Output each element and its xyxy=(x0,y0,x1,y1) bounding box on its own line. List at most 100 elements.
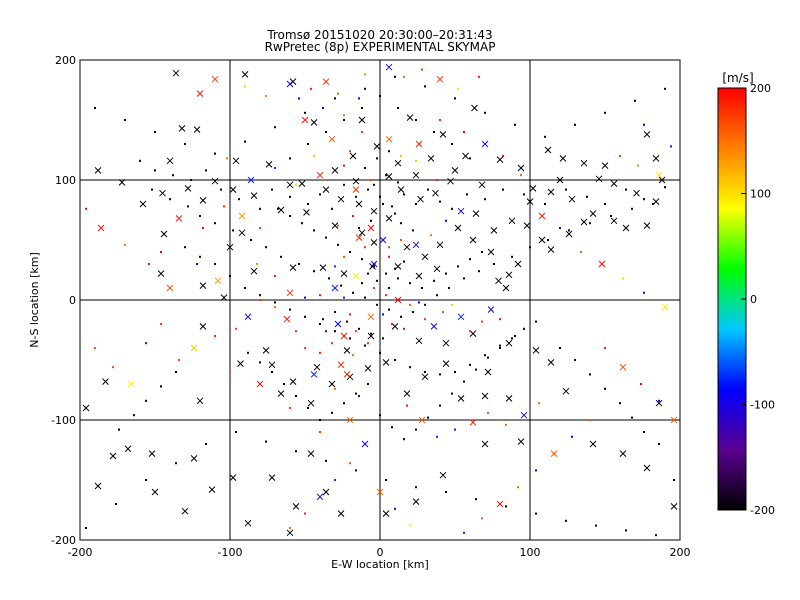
point-x xyxy=(376,488,384,496)
colorbar-tick-label: -100 xyxy=(750,399,775,412)
point-dot xyxy=(367,383,369,385)
point-x xyxy=(580,218,588,226)
chart-subtitle: RwPretec (8p) EXPERIMENTAL SKYMAP xyxy=(265,40,496,54)
point-x xyxy=(457,395,465,402)
point-x xyxy=(373,143,381,150)
point-dot xyxy=(355,195,357,198)
point-x xyxy=(412,498,420,505)
x-tick-label: 0 xyxy=(377,546,384,559)
point-dot xyxy=(343,114,345,117)
point-x xyxy=(451,167,459,174)
point-dot xyxy=(319,193,321,196)
point-dot xyxy=(670,145,672,148)
point-x xyxy=(367,313,375,321)
point-dot xyxy=(304,347,306,349)
point-x xyxy=(469,236,477,244)
point-x xyxy=(520,411,528,419)
point-x xyxy=(661,303,669,311)
point-dot xyxy=(409,303,411,306)
point-dot xyxy=(574,359,576,361)
point-x xyxy=(289,264,297,271)
point-dot xyxy=(385,174,387,177)
point-x xyxy=(268,474,276,481)
point-dot xyxy=(535,320,537,323)
point-dot xyxy=(295,395,297,397)
point-x xyxy=(658,176,666,184)
point-x xyxy=(589,210,597,217)
point-dot xyxy=(619,402,621,405)
point-dot xyxy=(388,255,390,258)
point-dot xyxy=(325,131,327,133)
x-axis-label: E-W location [km] xyxy=(331,558,429,571)
point-dot xyxy=(652,203,654,205)
point-dot xyxy=(367,272,369,275)
point-x xyxy=(226,243,234,251)
point-x xyxy=(517,164,525,172)
point-dot xyxy=(619,155,621,157)
point-x xyxy=(370,260,378,268)
point-x xyxy=(547,359,555,366)
point-x xyxy=(211,177,219,185)
point-x xyxy=(478,181,486,189)
point-dot xyxy=(394,507,396,510)
point-dot xyxy=(388,246,390,249)
point-dot xyxy=(313,270,315,273)
colorbar-tick-label: 100 xyxy=(750,188,771,201)
point-x xyxy=(127,380,135,388)
point-dot xyxy=(115,503,117,505)
point-x xyxy=(331,167,339,174)
point-x xyxy=(265,161,273,168)
point-dot xyxy=(463,277,465,280)
point-dot xyxy=(664,87,666,90)
point-x xyxy=(172,69,180,77)
point-dot xyxy=(364,296,366,299)
point-x xyxy=(655,171,663,179)
point-x xyxy=(415,140,423,148)
point-x xyxy=(526,198,534,205)
point-dot xyxy=(289,308,291,311)
point-dot xyxy=(205,169,207,172)
point-dot xyxy=(289,157,291,160)
series-1 xyxy=(85,75,675,537)
point-x xyxy=(124,445,132,453)
point-x xyxy=(544,146,552,154)
point-dot xyxy=(256,263,258,265)
point-dot xyxy=(325,330,327,333)
point-dot xyxy=(385,272,387,275)
point-dot xyxy=(346,320,348,323)
point-x xyxy=(220,294,228,301)
point-x xyxy=(355,200,363,208)
point-x xyxy=(421,253,429,261)
point-dot xyxy=(319,323,321,325)
point-x xyxy=(538,236,546,244)
point-dot xyxy=(409,366,411,369)
point-x xyxy=(442,339,450,347)
point-x xyxy=(346,416,354,424)
point-x xyxy=(340,270,348,277)
point-x xyxy=(610,217,618,225)
point-dot xyxy=(295,450,297,453)
x-tick-label: 100 xyxy=(520,546,541,559)
y-tick-label: -100 xyxy=(51,414,76,427)
point-x xyxy=(601,162,609,169)
point-x xyxy=(316,493,324,501)
point-dot xyxy=(502,155,504,157)
point-x xyxy=(454,224,462,232)
point-dot xyxy=(319,294,321,297)
point-x xyxy=(379,236,387,244)
point-x xyxy=(160,230,168,238)
point-dot xyxy=(643,123,645,126)
point-dot xyxy=(547,239,549,241)
point-dot xyxy=(397,107,399,109)
point-x xyxy=(181,507,189,515)
point-x xyxy=(94,482,102,490)
point-dot xyxy=(133,414,135,417)
point-dot xyxy=(403,438,405,441)
point-dot xyxy=(379,95,381,97)
point-x xyxy=(598,260,606,268)
point-dot xyxy=(604,203,606,205)
point-dot xyxy=(364,167,366,169)
point-dot xyxy=(484,198,486,201)
point-dot xyxy=(523,193,525,196)
